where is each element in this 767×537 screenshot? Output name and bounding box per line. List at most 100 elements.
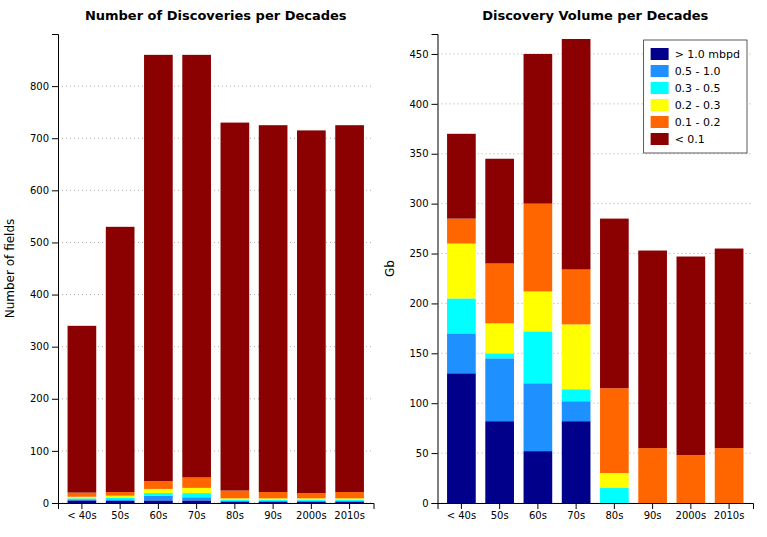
bar-segment — [144, 481, 173, 489]
bar-segment — [68, 498, 97, 499]
bar-segment — [182, 488, 211, 493]
bar-segment — [297, 498, 326, 500]
tick-label: 2000s — [676, 510, 707, 521]
tick-label: 80s — [226, 510, 244, 521]
axis-title: Gb — [383, 260, 397, 277]
x-axis: < 40s50s60s70s80s90s2000s2010s — [59, 503, 375, 521]
tick: 50s — [491, 503, 509, 521]
bar-segment — [221, 501, 250, 502]
tick-label: 90s — [264, 510, 282, 521]
tick-mark — [614, 503, 615, 509]
tick-mark — [432, 403, 438, 404]
bar-segment — [259, 500, 288, 501]
tick-label: < 40s — [67, 510, 97, 521]
tick-mark — [52, 86, 58, 87]
tick-mark — [81, 503, 82, 509]
legend-label: 0.1 - 0.2 — [675, 116, 721, 129]
tick-mark — [729, 503, 730, 509]
bar-segment — [600, 219, 629, 389]
bar-segment — [447, 333, 476, 373]
bar-segment — [144, 55, 173, 481]
bar-segment — [562, 421, 591, 503]
grid-line — [58, 86, 374, 87]
grid-line — [58, 450, 374, 451]
bar-segment — [638, 448, 667, 503]
tick-mark — [461, 503, 462, 509]
tick-label: 60s — [149, 510, 167, 521]
bar-segment — [182, 477, 211, 487]
grid-line — [58, 398, 374, 399]
tick-label: 50 — [416, 448, 429, 459]
bar-segment — [68, 326, 97, 493]
tick: 80s — [226, 503, 244, 521]
legend-label: < 0.1 — [675, 133, 705, 146]
bar-segment — [335, 492, 364, 498]
bar-segment — [485, 323, 514, 353]
grid-line — [438, 353, 754, 354]
bar-segment — [562, 401, 591, 421]
tick-mark — [52, 242, 58, 243]
bar-segment — [485, 421, 514, 503]
bar-segment — [106, 496, 135, 498]
bar-segment — [447, 134, 476, 219]
tick: 50 — [416, 448, 438, 459]
bar-segment — [221, 490, 250, 498]
y-axis: 050100150200250300350400450 — [409, 35, 438, 509]
tick: 700 — [30, 133, 58, 144]
tick-mark — [432, 54, 438, 55]
legend-item: 0.5 - 1.0 — [651, 65, 721, 78]
tick-mark — [311, 503, 312, 509]
tick-label: 70s — [188, 510, 206, 521]
bar-segment — [562, 39, 591, 270]
grid-line — [58, 138, 374, 139]
tick-label: 80s — [605, 510, 623, 521]
bar-segment — [335, 125, 364, 492]
tick: 70s — [567, 503, 585, 521]
axis-title: Number of fields — [3, 219, 17, 319]
tick-mark — [432, 353, 438, 354]
bar-segment — [68, 497, 97, 499]
bar-segment — [297, 501, 326, 502]
bar-segment — [600, 388, 629, 473]
legend-swatch — [651, 133, 669, 145]
bar-segment — [485, 159, 514, 264]
grid-line — [438, 253, 754, 254]
bar-segment — [524, 291, 553, 331]
legend-swatch — [651, 65, 669, 77]
bar-segment — [106, 499, 135, 501]
bar-segment — [221, 123, 250, 491]
bar-segment — [68, 499, 97, 500]
bar-segment — [106, 498, 135, 500]
tick: 50s — [111, 503, 129, 521]
tick-label: 2010s — [714, 510, 745, 521]
legend-swatch — [651, 99, 669, 111]
tick: 2000s — [296, 503, 327, 521]
tick-label: 50s — [111, 510, 129, 521]
bar-segment — [335, 502, 364, 503]
tick-label: 70s — [567, 510, 585, 521]
bar-segment — [715, 249, 744, 449]
tick: < 40s — [67, 503, 97, 521]
tick: 400 — [409, 99, 437, 110]
legend-label: > 1.0 mbpd — [675, 48, 740, 61]
axis-line — [59, 504, 375, 510]
tick-mark — [499, 503, 500, 509]
tick: 2010s — [714, 503, 745, 521]
legend-swatch — [651, 116, 669, 128]
tick-label: 0 — [43, 498, 49, 509]
tick-label: 200 — [30, 393, 49, 404]
grid-line — [58, 190, 374, 191]
tick-mark — [537, 503, 538, 509]
tick: 60s — [529, 503, 547, 521]
tick: 0 — [43, 498, 58, 509]
series — [68, 55, 364, 493]
legend-item: 0.3 - 0.5 — [651, 82, 721, 95]
bar-segment — [524, 204, 553, 292]
legend-swatch — [651, 82, 669, 94]
bar-segment — [600, 473, 629, 488]
bar-segment — [68, 500, 97, 503]
tick: 500 — [30, 237, 58, 248]
tick-mark — [432, 453, 438, 454]
x-axis: < 40s50s60s70s80s90s2000s2010s — [438, 503, 754, 521]
bar-segment — [562, 324, 591, 389]
